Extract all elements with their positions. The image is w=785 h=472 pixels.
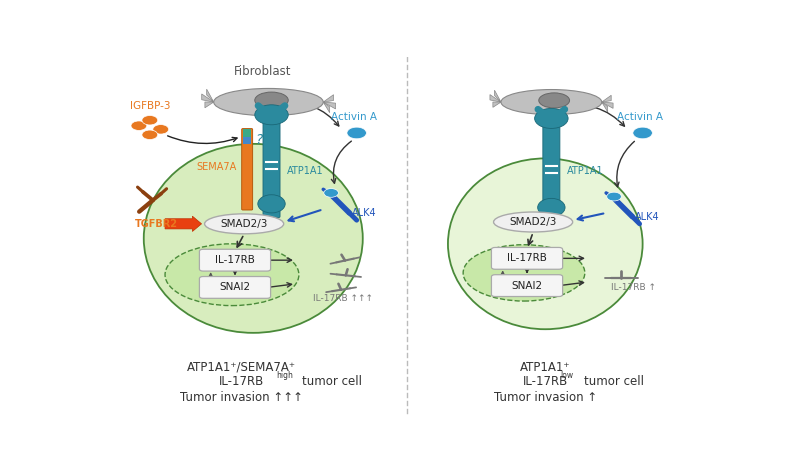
Polygon shape — [202, 94, 214, 102]
Text: ?: ? — [256, 133, 263, 147]
Text: SMAD2/3: SMAD2/3 — [509, 217, 557, 227]
Text: ATP1A1: ATP1A1 — [287, 166, 323, 176]
Text: IL-17RB ↑↑↑: IL-17RB ↑↑↑ — [313, 294, 374, 303]
Ellipse shape — [448, 159, 643, 329]
Ellipse shape — [463, 244, 585, 301]
Text: Tumor invasion ↑: Tumor invasion ↑ — [494, 391, 597, 404]
Text: ATP1A1⁺/SEMA7A⁺: ATP1A1⁺/SEMA7A⁺ — [187, 361, 296, 374]
Text: Activin A: Activin A — [330, 112, 377, 122]
FancyBboxPatch shape — [491, 275, 563, 296]
FancyBboxPatch shape — [243, 136, 251, 144]
Text: tumor cell: tumor cell — [583, 375, 644, 388]
Text: low: low — [560, 371, 574, 380]
Text: Fibroblast: Fibroblast — [234, 66, 291, 78]
Text: IL-17RB: IL-17RB — [215, 255, 255, 265]
Text: SNAI2: SNAI2 — [220, 282, 250, 293]
Circle shape — [633, 127, 652, 139]
Text: tumor cell: tumor cell — [302, 375, 362, 388]
Circle shape — [607, 192, 622, 201]
Ellipse shape — [538, 198, 565, 217]
FancyBboxPatch shape — [199, 277, 271, 298]
Circle shape — [324, 189, 338, 197]
Text: SNAI2: SNAI2 — [512, 281, 542, 291]
Polygon shape — [206, 89, 214, 102]
Text: high: high — [276, 371, 294, 380]
Polygon shape — [602, 95, 612, 102]
Ellipse shape — [535, 109, 568, 128]
Text: IL-17RB ↑: IL-17RB ↑ — [611, 283, 656, 292]
Ellipse shape — [144, 144, 363, 333]
Text: IL-17RB: IL-17RB — [218, 375, 264, 388]
Text: SEMA7A: SEMA7A — [196, 162, 236, 172]
FancyBboxPatch shape — [242, 128, 253, 210]
Text: IL-17RB: IL-17RB — [523, 375, 568, 388]
Text: ALK4: ALK4 — [635, 211, 659, 221]
Ellipse shape — [214, 88, 323, 116]
Text: ATP1A1⁺: ATP1A1⁺ — [520, 361, 571, 374]
Ellipse shape — [256, 106, 281, 117]
Ellipse shape — [255, 105, 288, 125]
Polygon shape — [323, 102, 335, 109]
Text: IGFBP-3: IGFBP-3 — [130, 101, 170, 111]
FancyBboxPatch shape — [491, 247, 563, 269]
Polygon shape — [495, 90, 501, 102]
Polygon shape — [493, 102, 501, 107]
Circle shape — [153, 125, 169, 134]
Polygon shape — [602, 102, 608, 112]
Circle shape — [142, 130, 158, 140]
Ellipse shape — [165, 244, 299, 305]
FancyArrow shape — [165, 216, 202, 231]
FancyBboxPatch shape — [263, 118, 280, 218]
Text: ATP1A1: ATP1A1 — [567, 166, 603, 176]
Ellipse shape — [257, 195, 285, 213]
Circle shape — [347, 127, 367, 139]
Text: Activin A: Activin A — [616, 112, 663, 122]
Text: Tumor invasion ↑↑↑: Tumor invasion ↑↑↑ — [180, 391, 302, 404]
Polygon shape — [602, 102, 613, 109]
FancyBboxPatch shape — [243, 129, 251, 136]
Ellipse shape — [501, 90, 602, 115]
Circle shape — [131, 121, 147, 130]
Ellipse shape — [494, 212, 573, 232]
Polygon shape — [490, 94, 501, 102]
Polygon shape — [323, 95, 334, 102]
Text: ALK4: ALK4 — [352, 208, 377, 218]
Ellipse shape — [539, 93, 570, 108]
Circle shape — [142, 116, 158, 125]
Text: IL-17RB: IL-17RB — [507, 253, 547, 263]
Ellipse shape — [255, 92, 288, 109]
FancyBboxPatch shape — [199, 249, 271, 271]
Ellipse shape — [540, 105, 563, 116]
Text: TGFBR2: TGFBR2 — [134, 219, 177, 229]
Text: SMAD2/3: SMAD2/3 — [221, 219, 268, 229]
Polygon shape — [323, 102, 330, 113]
FancyBboxPatch shape — [543, 121, 560, 221]
Ellipse shape — [205, 214, 283, 234]
Polygon shape — [205, 102, 214, 108]
